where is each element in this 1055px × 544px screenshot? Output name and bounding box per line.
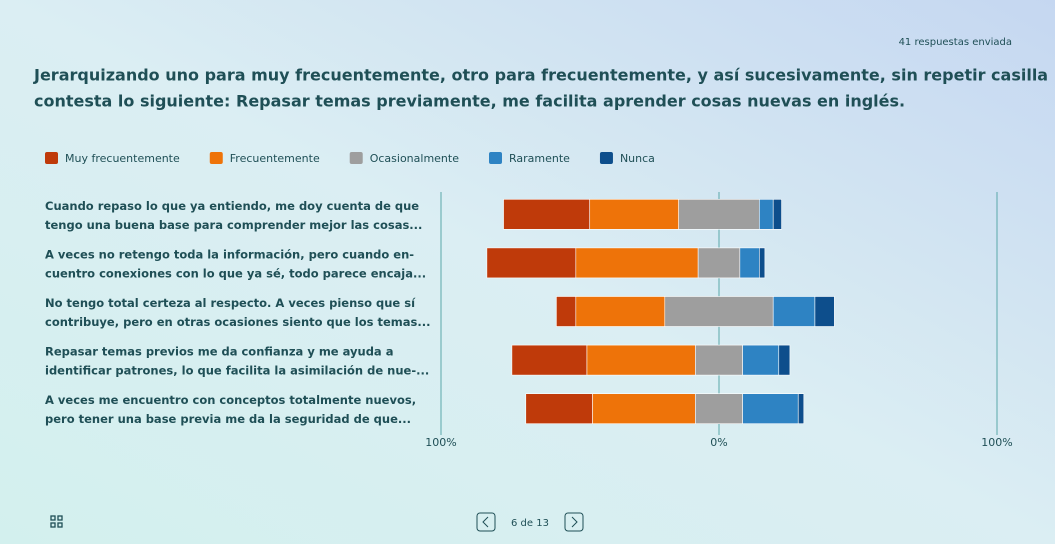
- bar-segment: [556, 296, 577, 327]
- bar-segment: [589, 199, 679, 230]
- bar-segment: [742, 344, 780, 376]
- title-line: contesta lo siguiente: Repasar temas pre…: [34, 92, 905, 111]
- row-label: pero tener una base previa me da la segu…: [45, 412, 411, 426]
- legend-label: Frecuentemente: [230, 152, 320, 165]
- next-arrow: [571, 516, 578, 528]
- prev-button[interactable]: [476, 512, 496, 532]
- bar-segment: [511, 344, 588, 376]
- bar-segment: [797, 393, 805, 425]
- legend-label: Ocasionalmente: [370, 152, 460, 165]
- bar-segment: [697, 247, 741, 279]
- bar-segment: [739, 247, 760, 279]
- row-label: cuentro conexiones con lo que ya sé, tod…: [45, 266, 426, 280]
- row-label: No tengo total certeza al respecto. A ve…: [45, 296, 416, 310]
- bar-segment: [664, 296, 774, 327]
- row-label: tengo una buena base para comprender mej…: [45, 218, 422, 232]
- x-tick-label: 100%: [425, 436, 456, 449]
- legend-swatch: [45, 152, 58, 164]
- row-label: A veces me encuentro con conceptos total…: [45, 393, 416, 407]
- bar-segment: [575, 247, 699, 279]
- bar-segment: [814, 296, 835, 327]
- bar-segment: [772, 296, 816, 327]
- bar-segment: [678, 199, 760, 230]
- bar-segment: [778, 344, 791, 376]
- responses: 41 respuestas enviada: [899, 37, 1012, 48]
- next-button[interactable]: [564, 512, 584, 532]
- row-label: Repasar temas previos me da confianza y …: [45, 345, 393, 359]
- prev-arrow: [482, 516, 489, 528]
- row-label: Cuando repaso lo que ya entiendo, me doy…: [45, 199, 419, 213]
- legend-swatch: [599, 152, 613, 164]
- legend-label: Raramente: [509, 152, 570, 165]
- x-tick-label: 100%: [981, 436, 1012, 449]
- bar-segment: [503, 199, 591, 230]
- bar-segment: [772, 199, 782, 230]
- bar-segment: [695, 344, 743, 376]
- title-line: Jerarquizando uno para muy frecuentement…: [33, 66, 1048, 85]
- row-label: contribuye, pero en otras ocasiones sien…: [45, 315, 430, 329]
- legend-label: Muy frecuentemente: [65, 152, 180, 165]
- bar-segment: [759, 247, 766, 279]
- bar-segment: [759, 199, 774, 230]
- bar-segment: [575, 296, 666, 327]
- qr-icon: [50, 515, 63, 528]
- row-label: A veces no retengo toda la información, …: [45, 247, 414, 261]
- pager: 6 de 13: [511, 518, 549, 529]
- bar-segment: [742, 393, 799, 425]
- legend-label: Nunca: [620, 152, 655, 165]
- bar-segment: [586, 344, 696, 376]
- bar-segment: [486, 247, 577, 279]
- legend-swatch: [489, 152, 502, 164]
- row-label: identificar patrones, lo que facilita la…: [45, 364, 429, 378]
- legend-swatch: [209, 152, 223, 164]
- bar-segment: [592, 393, 696, 425]
- x-tick-label: 0%: [710, 436, 727, 449]
- bar-segment: [525, 393, 593, 425]
- bar-segment: [695, 393, 743, 425]
- legend-swatch: [349, 152, 363, 164]
